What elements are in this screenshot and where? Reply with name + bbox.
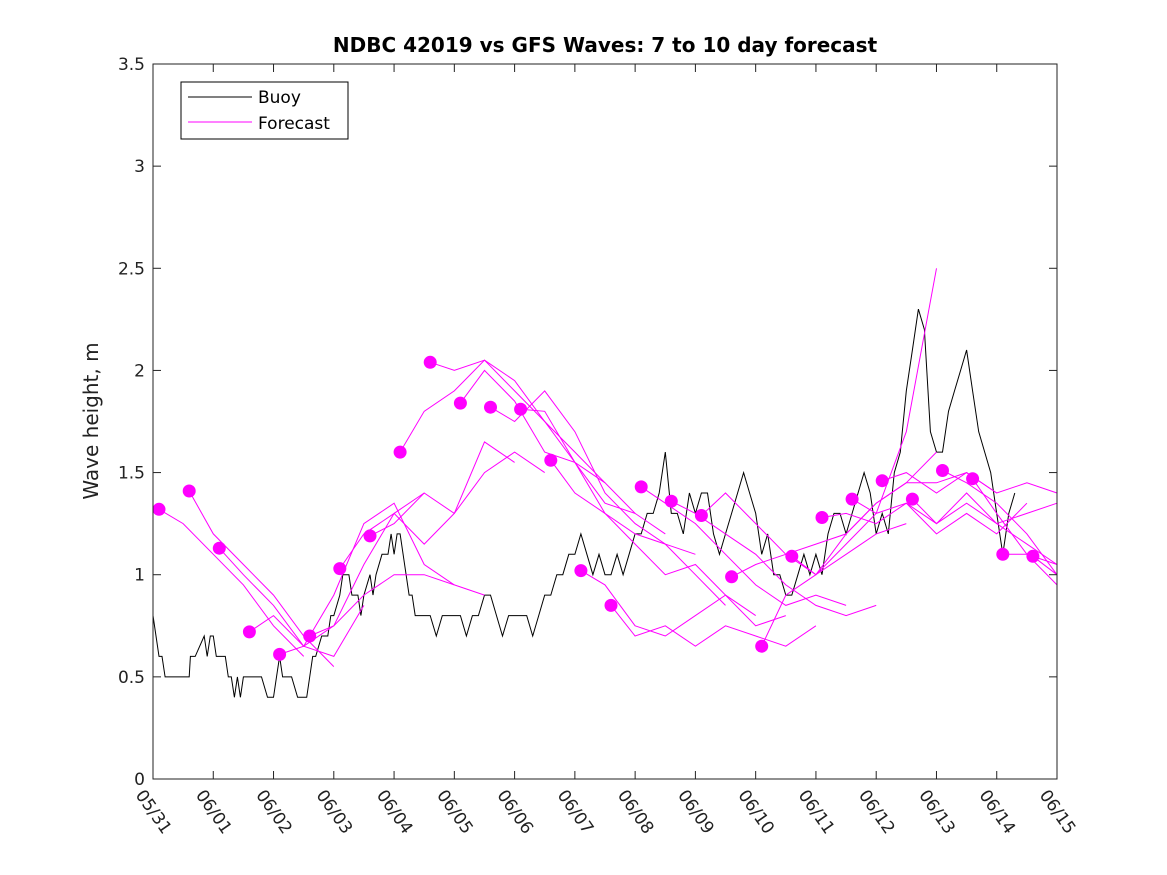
y-tick-label: 2.5 <box>118 259 145 279</box>
forecast-start-point-14 <box>574 564 588 578</box>
x-tick-label: 06/14 <box>975 786 1019 838</box>
forecast-line-4 <box>279 502 455 655</box>
plot-frame <box>152 63 1058 780</box>
x-tick-label: 06/15 <box>1035 786 1079 838</box>
y-tick-label: 2 <box>134 361 145 381</box>
forecast-start-point-25 <box>905 492 919 506</box>
forecast-start-point-2 <box>212 541 226 555</box>
forecast-start-point-11 <box>484 400 497 414</box>
forecast-line-27 <box>972 478 1058 586</box>
y-tick-label: 1.5 <box>118 464 145 484</box>
y-tick-label: 1 <box>134 566 145 586</box>
forecast-start-point-21 <box>785 549 799 563</box>
forecast-start-point-5 <box>303 629 317 643</box>
forecast-line-10 <box>459 369 666 535</box>
x-tick-label: 06/08 <box>613 786 657 838</box>
forecast-start-point-4 <box>273 647 287 661</box>
forecast-start-point-28 <box>996 547 1010 561</box>
forecast-line-5 <box>309 574 485 637</box>
forecast-line-21 <box>791 472 997 576</box>
x-tick-label: 06/11 <box>794 786 838 838</box>
forecast-start-point-6 <box>333 562 347 576</box>
legend-forecast-label: Forecast <box>258 114 330 134</box>
forecast-start-point-18 <box>694 509 708 522</box>
forecast-line-0 <box>158 508 305 657</box>
forecast-start-point-10 <box>453 396 467 410</box>
forecast-start-point-23 <box>845 492 859 506</box>
x-tick-label: 06/03 <box>312 786 356 838</box>
forecast-line-25 <box>912 492 1058 565</box>
y-tick-label: 3 <box>134 157 145 177</box>
forecast-line-23 <box>851 498 1058 525</box>
forecast-start-point-27 <box>966 472 980 486</box>
forecast-start-point-15 <box>604 598 618 612</box>
forecast-line-26 <box>942 470 1058 575</box>
forecast-line-7 <box>369 441 515 537</box>
legend-buoy-label: Buoy <box>258 88 301 108</box>
forecast-start-point-16 <box>634 480 648 494</box>
forecast-start-point-1 <box>182 484 196 498</box>
chart-title: NDBC 42019 vs GFS Waves: 7 to 10 day for… <box>333 33 878 57</box>
x-tick-label: 06/09 <box>673 786 717 838</box>
x-tick-label: 06/06 <box>493 786 537 838</box>
forecast-start-point-24 <box>875 474 889 488</box>
plot-background <box>153 64 1057 779</box>
forecast-start-point-0 <box>152 502 166 516</box>
forecast-line-2 <box>218 547 365 658</box>
forecast-start-point-8 <box>393 445 407 459</box>
legend-box <box>180 81 349 140</box>
x-tick-label: 05/31 <box>131 786 175 838</box>
series-layer <box>152 268 1058 698</box>
x-tick-label: 06/01 <box>191 786 235 838</box>
x-tick-label: 06/10 <box>734 786 778 838</box>
forecast-line-18 <box>701 492 907 576</box>
forecast-line-13 <box>550 460 756 617</box>
y-tick-label: 0 <box>134 770 145 790</box>
forecast-start-point-17 <box>664 494 678 508</box>
forecast-start-point-13 <box>544 453 558 467</box>
x-tick-label: 06/13 <box>914 786 958 838</box>
forecast-start-point-3 <box>242 625 256 639</box>
forecast-line-15 <box>610 605 817 647</box>
forecast-start-point-26 <box>936 464 949 477</box>
forecast-start-point-20 <box>755 639 769 653</box>
x-tick-label: 06/04 <box>372 786 416 838</box>
legend: Buoy Forecast <box>180 81 349 140</box>
y-tick-label: 3.5 <box>118 55 145 75</box>
forecast-line-20 <box>761 268 937 647</box>
forecast-start-point-29 <box>1026 549 1040 563</box>
forecast-line-24 <box>882 471 1058 494</box>
forecast-line-14 <box>580 570 786 637</box>
buoy-line <box>152 308 1016 698</box>
y-tick-label: 0.5 <box>118 668 145 688</box>
y-axis-label: Wave height, m <box>79 342 103 499</box>
forecast-line-8 <box>399 359 606 484</box>
forecast-start-point-12 <box>514 402 528 416</box>
x-tick-label: 06/12 <box>854 786 898 838</box>
x-tick-label: 06/07 <box>553 786 597 838</box>
x-tick-label: 06/05 <box>432 786 476 838</box>
forecast-start-point-9 <box>423 355 437 369</box>
forecast-start-point-19 <box>725 570 739 584</box>
forecast-start-point-22 <box>815 511 829 524</box>
forecast-line-12 <box>520 408 726 606</box>
x-tick-label: 06/02 <box>251 786 295 838</box>
forecast-start-point-7 <box>363 529 377 543</box>
forecast-line-11 <box>490 390 696 555</box>
forecast-line-22 <box>821 502 1028 535</box>
